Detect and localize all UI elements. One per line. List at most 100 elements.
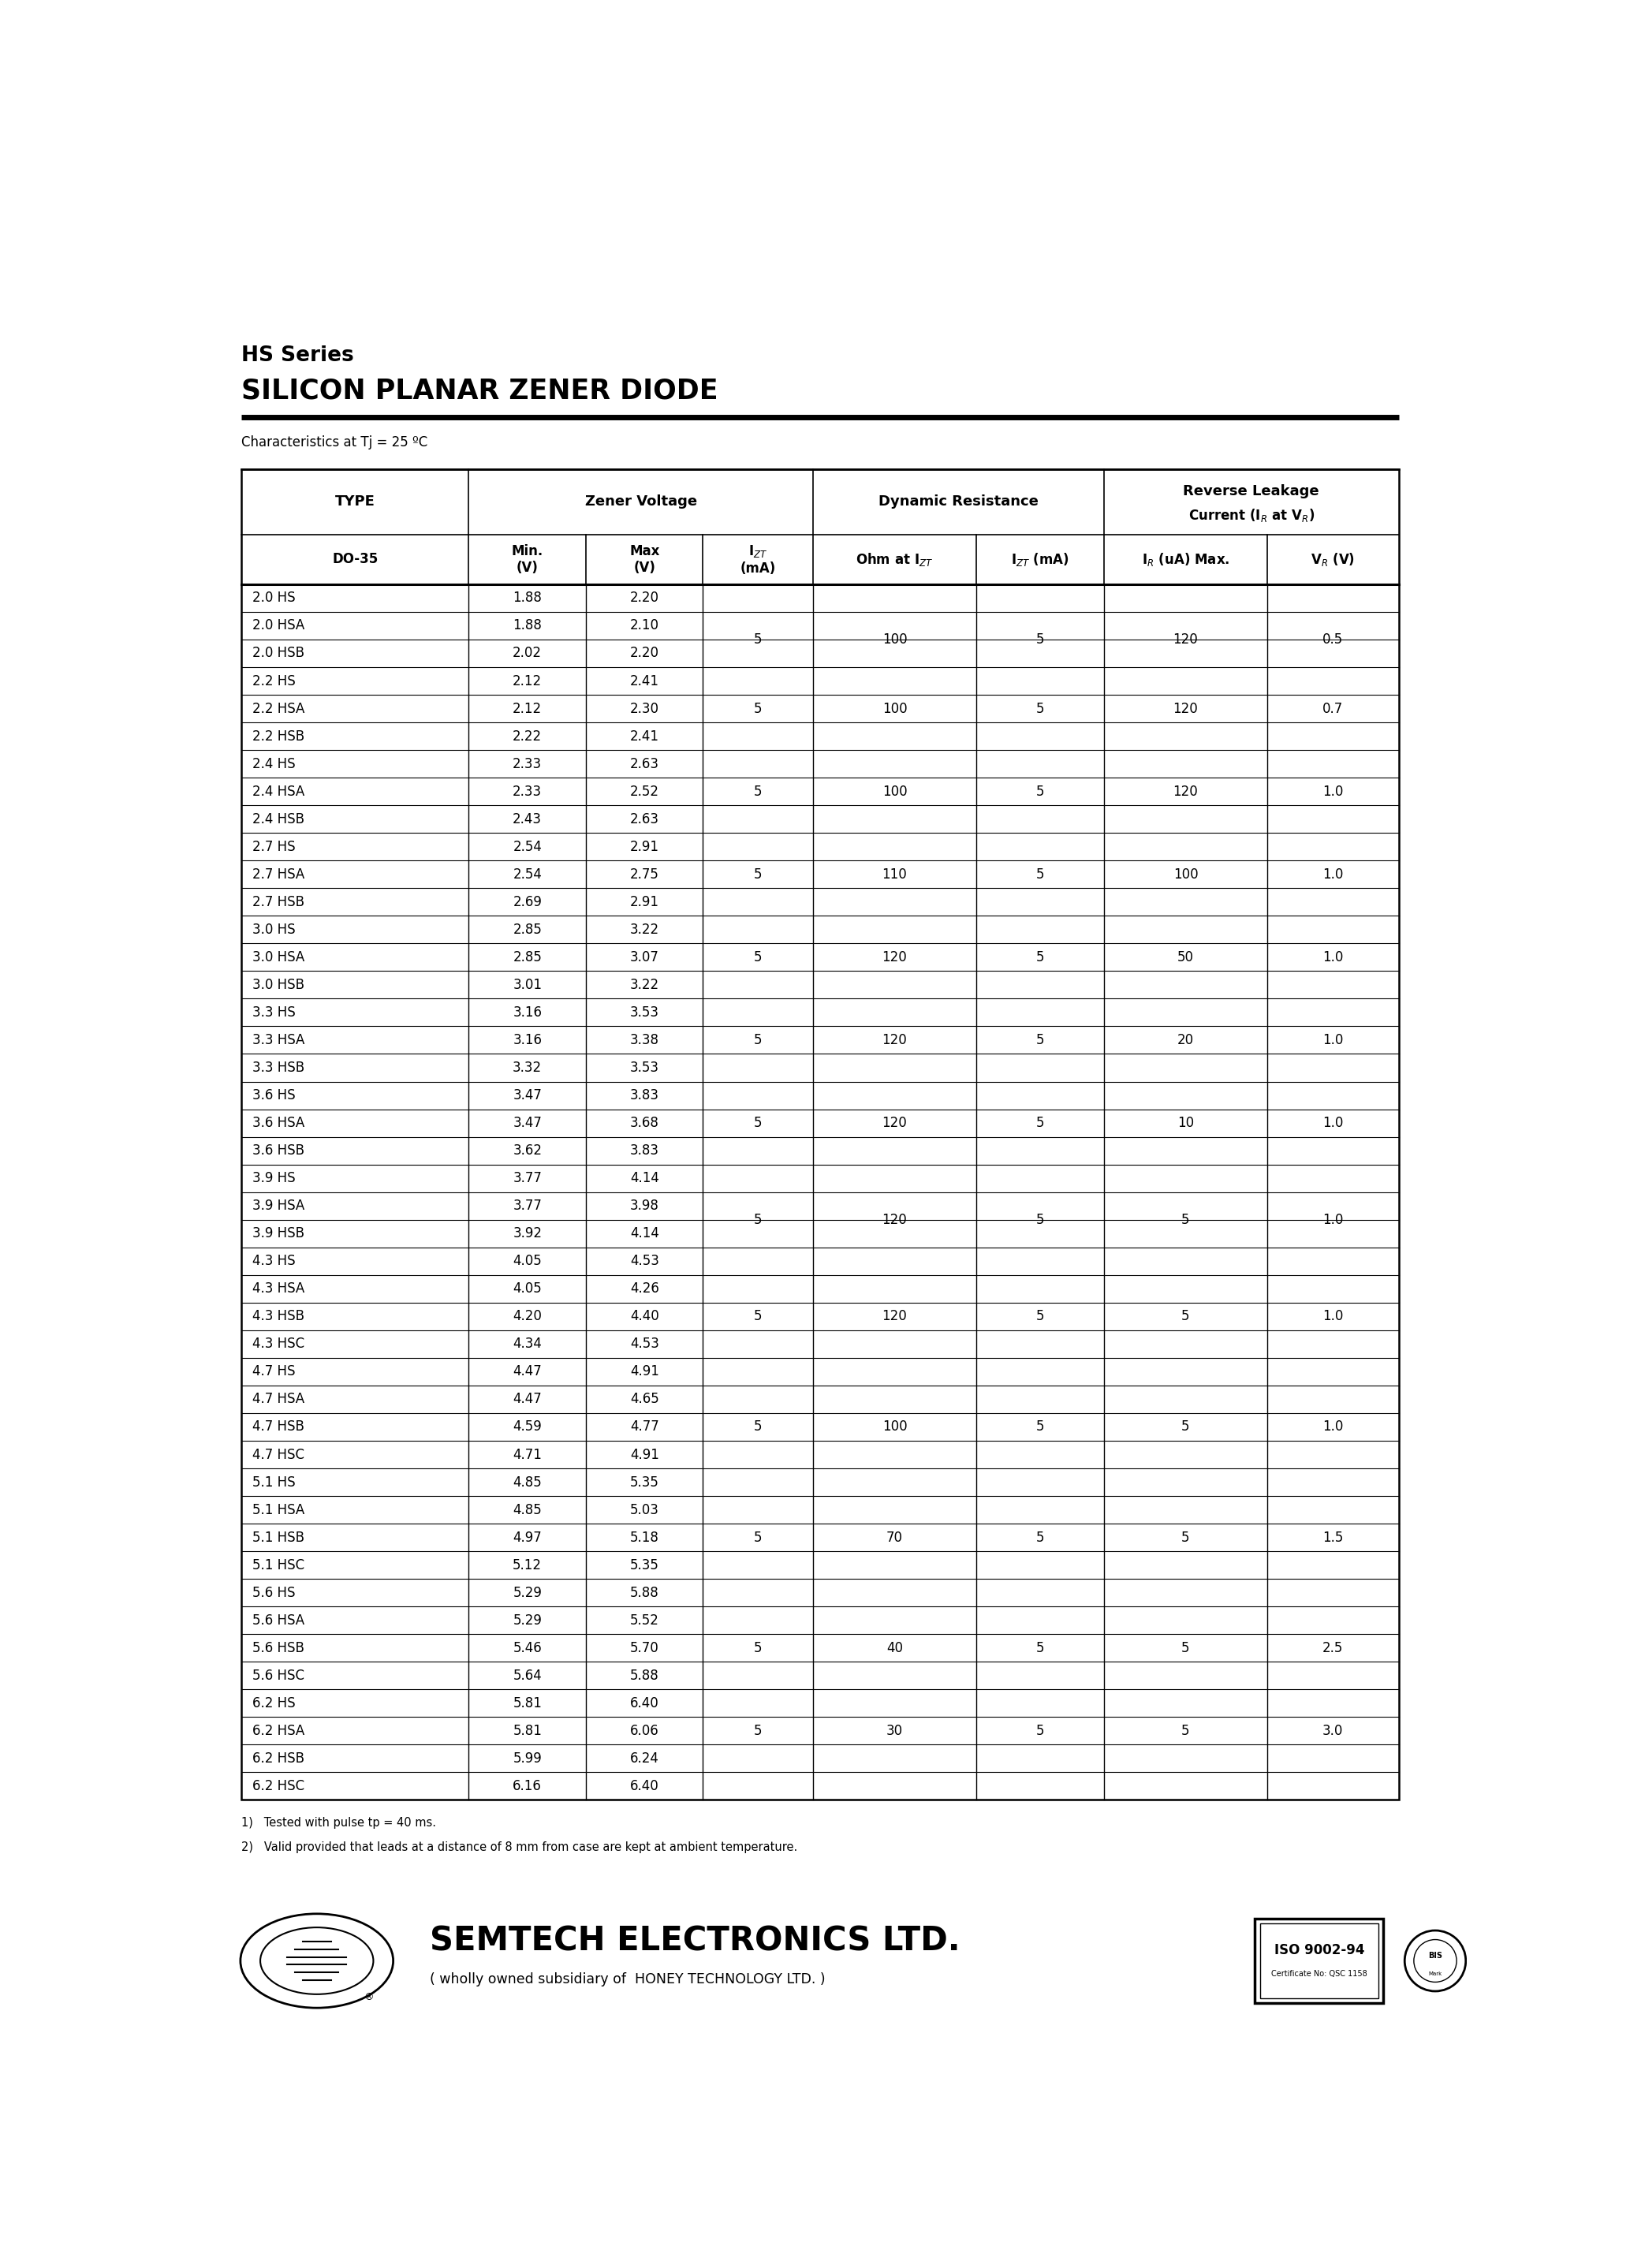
Text: 3.0 HSA: 3.0 HSA [253,950,305,964]
Text: 2.4 HSA: 2.4 HSA [253,785,305,798]
Text: 6.16: 6.16 [513,1778,541,1794]
Text: 2)   Valid provided that leads at a distance of 8 mm from case are kept at ambie: 2) Valid provided that leads at a distan… [241,1842,797,1853]
Text: 30: 30 [887,1724,903,1737]
Text: 5: 5 [1037,701,1045,717]
Text: 3.77: 3.77 [513,1170,541,1186]
Text: 2.85: 2.85 [513,923,541,937]
Text: 40: 40 [887,1640,903,1656]
Text: 4.85: 4.85 [513,1474,541,1490]
Text: 6.24: 6.24 [629,1751,659,1765]
Text: 100: 100 [882,785,906,798]
Text: 5.6 HSA: 5.6 HSA [253,1613,305,1628]
Text: V$_R$ (V): V$_R$ (V) [1311,551,1355,567]
Text: 3.98: 3.98 [629,1200,659,1213]
Text: 4.77: 4.77 [629,1420,659,1433]
Text: 4.26: 4.26 [629,1281,659,1295]
Text: 4.53: 4.53 [629,1336,659,1352]
Text: 4.3 HS: 4.3 HS [253,1254,295,1268]
Text: 5: 5 [753,1309,763,1325]
Bar [1260,1923,1379,1998]
Text: 20: 20 [1177,1032,1193,1048]
Text: 3.53: 3.53 [629,1005,659,1021]
Text: Reverse Leakage: Reverse Leakage [1183,485,1319,499]
Text: Ohm at I$_{ZT}$: Ohm at I$_{ZT}$ [856,551,934,567]
Text: TYPE: TYPE [336,494,375,508]
Text: 5: 5 [1182,1213,1190,1227]
Text: 5: 5 [1037,1531,1045,1545]
Text: 2.0 HSA: 2.0 HSA [253,619,305,633]
Text: 4.7 HS: 4.7 HS [253,1365,295,1379]
Text: 2.20: 2.20 [629,646,659,660]
Text: 3.0: 3.0 [1322,1724,1343,1737]
Text: 3.68: 3.68 [629,1116,659,1129]
Text: 3.62: 3.62 [513,1143,541,1157]
Text: 2.10: 2.10 [629,619,659,633]
Text: 5: 5 [753,1032,763,1048]
Text: 5.88: 5.88 [629,1585,659,1599]
Text: 5: 5 [1182,1309,1190,1325]
Text: 1.0: 1.0 [1322,785,1343,798]
Text: 4.05: 4.05 [513,1281,541,1295]
Text: 5.6 HSC: 5.6 HSC [253,1669,305,1683]
Text: 6.2 HSB: 6.2 HSB [253,1751,305,1765]
Text: 5.35: 5.35 [629,1558,659,1572]
Text: 3.6 HSA: 3.6 HSA [253,1116,305,1129]
Text: 2.63: 2.63 [629,758,659,771]
Text: 1.0: 1.0 [1322,1213,1343,1227]
Text: 5.99: 5.99 [513,1751,541,1765]
Text: 3.9 HSA: 3.9 HSA [253,1200,305,1213]
Bar [1255,1919,1384,2003]
Text: 6.40: 6.40 [629,1778,659,1794]
Text: 3.6 HS: 3.6 HS [253,1089,295,1102]
Text: 3.53: 3.53 [629,1061,659,1075]
Text: 5.64: 5.64 [513,1669,541,1683]
Text: 4.71: 4.71 [513,1447,541,1461]
Text: 2.41: 2.41 [629,728,659,744]
Text: 3.6 HSB: 3.6 HSB [253,1143,305,1157]
Text: 3.0 HSB: 3.0 HSB [253,978,305,991]
Text: 2.33: 2.33 [513,758,541,771]
Text: 3.83: 3.83 [629,1089,659,1102]
Text: 2.5: 2.5 [1322,1640,1343,1656]
Text: 4.85: 4.85 [513,1504,541,1517]
Text: 2.0 HSB: 2.0 HSB [253,646,305,660]
Text: 3.0 HS: 3.0 HS [253,923,295,937]
Text: 2.2 HSA: 2.2 HSA [253,701,305,717]
Text: 5: 5 [1182,1420,1190,1433]
Text: 5.1 HSC: 5.1 HSC [253,1558,305,1572]
Text: 100: 100 [882,701,906,717]
Text: 5: 5 [753,1531,763,1545]
Text: 5: 5 [1037,1213,1045,1227]
Text: 1.0: 1.0 [1322,1309,1343,1325]
Text: 5: 5 [1037,866,1045,882]
Text: 5: 5 [753,950,763,964]
Text: 2.75: 2.75 [629,866,659,882]
Text: 5.6 HSB: 5.6 HSB [253,1640,305,1656]
Text: 5: 5 [753,1640,763,1656]
Text: 1.0: 1.0 [1322,1116,1343,1129]
Text: 3.92: 3.92 [513,1227,541,1241]
Text: Max
(V): Max (V) [629,544,660,574]
Text: 5: 5 [1037,1640,1045,1656]
Text: 3.47: 3.47 [513,1116,541,1129]
Text: 2.85: 2.85 [513,950,541,964]
Text: 4.91: 4.91 [629,1365,659,1379]
Text: 4.7 HSA: 4.7 HSA [253,1393,305,1406]
Text: 5.1 HS: 5.1 HS [253,1474,295,1490]
Text: 6.2 HS: 6.2 HS [253,1696,295,1710]
Text: 120: 120 [882,1213,908,1227]
Text: 6.2 HSA: 6.2 HSA [253,1724,305,1737]
Text: 3.38: 3.38 [629,1032,659,1048]
Text: 2.7 HS: 2.7 HS [253,839,295,853]
Text: 3.32: 3.32 [513,1061,541,1075]
Text: 4.20: 4.20 [513,1309,541,1325]
Text: 4.97: 4.97 [513,1531,541,1545]
Text: 4.40: 4.40 [629,1309,659,1325]
Text: 5: 5 [1037,1309,1045,1325]
Text: 1.0: 1.0 [1322,866,1343,882]
Text: 3.22: 3.22 [629,923,659,937]
Text: 5: 5 [753,701,763,717]
Text: BIS: BIS [1428,1953,1443,1960]
Text: 3.83: 3.83 [629,1143,659,1157]
Text: 4.3 HSA: 4.3 HSA [253,1281,305,1295]
